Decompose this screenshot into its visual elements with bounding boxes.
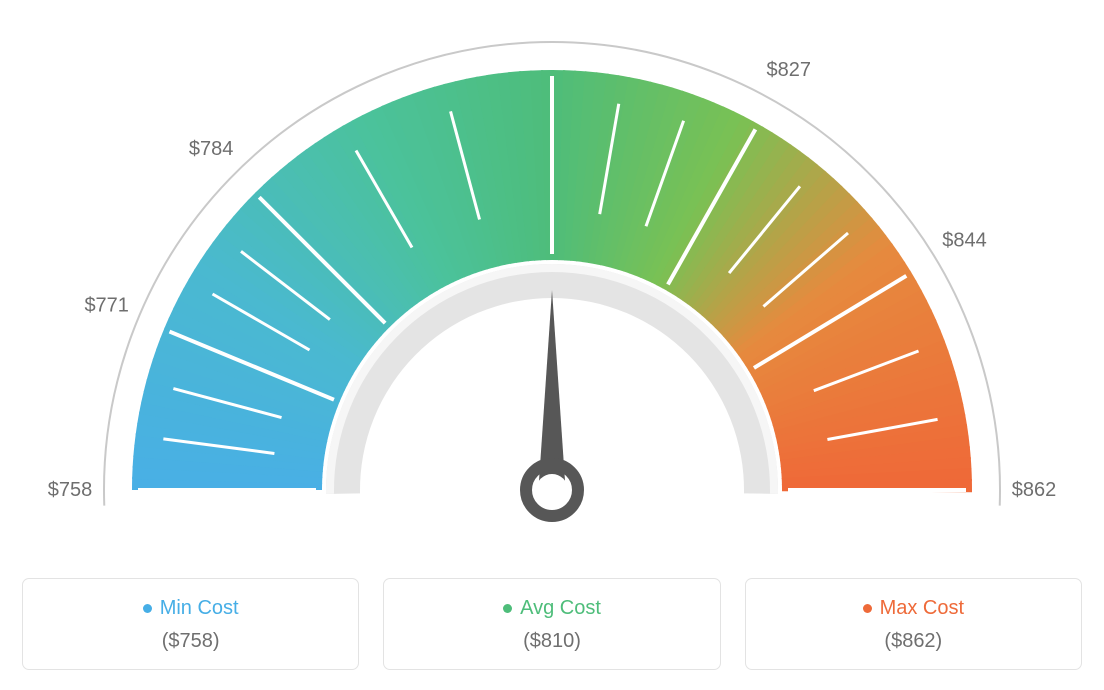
legend-dot-max	[863, 604, 872, 613]
gauge-tick-label: $862	[1012, 479, 1057, 501]
legend-title-max: Max Cost	[863, 597, 964, 620]
gauge-tick-label: $784	[189, 138, 234, 160]
gauge-tick-label: $758	[48, 479, 93, 501]
legend-value-max: ($862)	[756, 630, 1071, 653]
legend-row: Min Cost ($758) Avg Cost ($810) Max Cost…	[22, 578, 1082, 670]
gauge-tick-label: $844	[942, 230, 987, 252]
legend-label-avg: Avg Cost	[520, 597, 601, 620]
gauge-tick-label: $827	[767, 59, 812, 81]
legend-label-max: Max Cost	[880, 597, 964, 620]
legend-card-min: Min Cost ($758)	[22, 578, 359, 670]
legend-value-min: ($758)	[33, 630, 348, 653]
legend-dot-avg	[503, 604, 512, 613]
cost-gauge-chart: $758$771$784$810$827$844$862 Min Cost ($…	[22, 20, 1082, 670]
legend-dot-min	[143, 604, 152, 613]
gauge-tick-label: $771	[84, 295, 129, 317]
legend-title-min: Min Cost	[143, 597, 239, 620]
legend-card-max: Max Cost ($862)	[745, 578, 1082, 670]
legend-title-avg: Avg Cost	[503, 597, 601, 620]
legend-card-avg: Avg Cost ($810)	[383, 578, 720, 670]
gauge-svg: $758$771$784$810$827$844$862	[22, 20, 1082, 550]
legend-label-min: Min Cost	[160, 597, 239, 620]
legend-value-avg: ($810)	[394, 630, 709, 653]
